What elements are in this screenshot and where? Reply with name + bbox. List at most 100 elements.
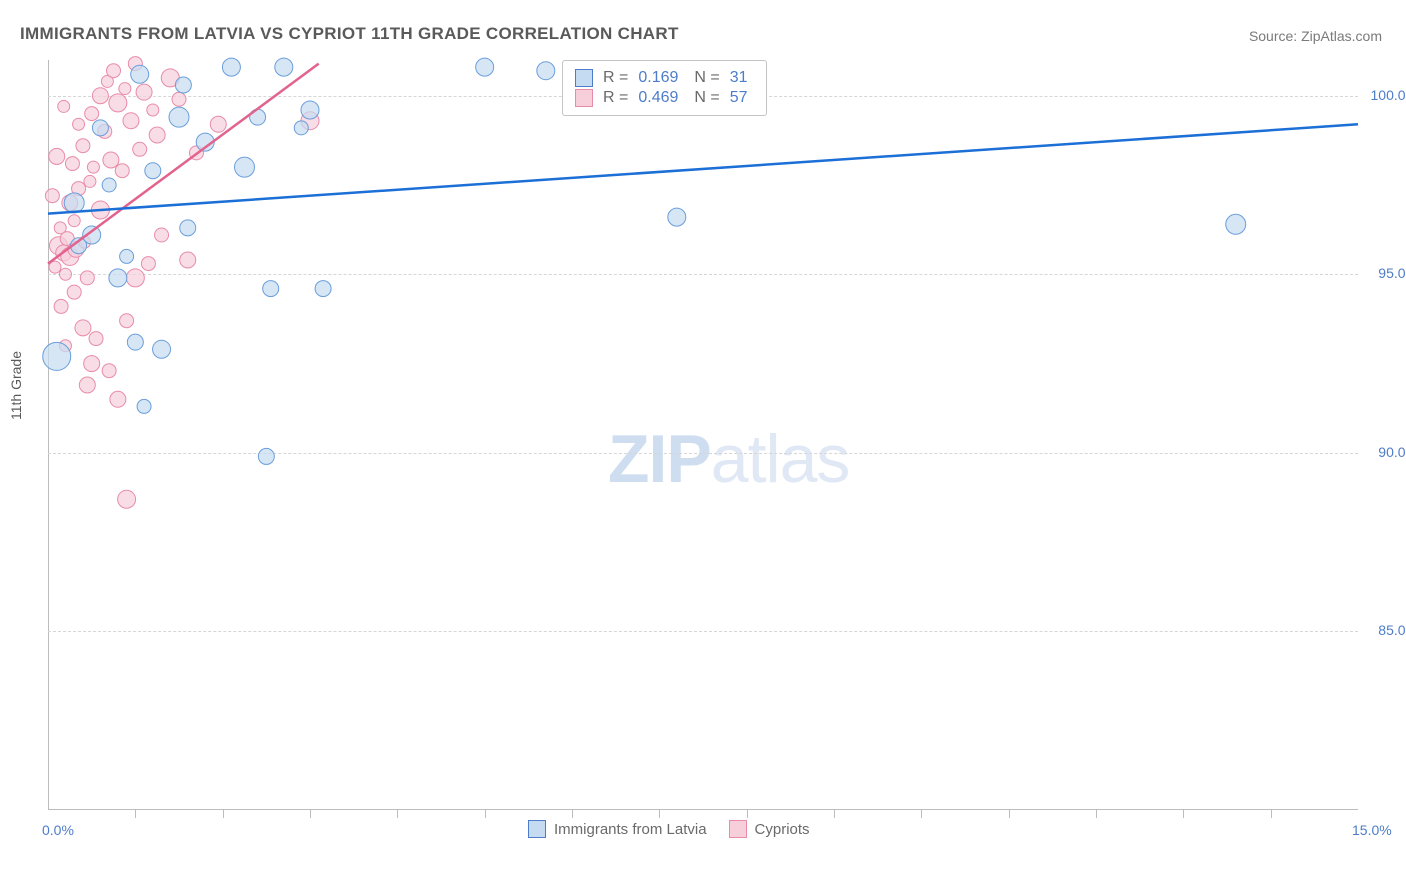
x-tick-mark — [310, 810, 311, 818]
data-point — [120, 249, 134, 263]
data-point — [73, 118, 85, 130]
x-tick-mark — [659, 810, 660, 818]
series-legend: Immigrants from Latvia Cypriots — [528, 820, 810, 838]
data-point — [84, 356, 100, 372]
x-tick-mark — [747, 810, 748, 818]
data-point — [476, 58, 494, 76]
y-tick-label: 100.0% — [1362, 87, 1406, 103]
plot-area: ZIPatlas R = 0.169 N = 31 R = 0.469 N = … — [48, 60, 1358, 810]
correlation-legend: R = 0.169 N = 31 R = 0.469 N = 57 — [562, 60, 767, 116]
x-tick-label: 0.0% — [42, 822, 74, 838]
legend-row-pink: R = 0.469 N = 57 — [575, 89, 754, 107]
data-point — [49, 148, 65, 164]
x-tick-mark — [1183, 810, 1184, 818]
data-point — [263, 281, 279, 297]
data-point — [92, 88, 108, 104]
data-point — [172, 92, 186, 106]
legend-item-pink: Cypriots — [729, 820, 810, 838]
data-point — [315, 281, 331, 297]
data-point — [109, 94, 127, 112]
legend-label-blue: Immigrants from Latvia — [554, 821, 707, 838]
x-tick-mark — [834, 810, 835, 818]
data-point — [149, 127, 165, 143]
x-tick-mark — [397, 810, 398, 818]
n-value-pink: 57 — [730, 89, 748, 107]
data-point — [127, 334, 143, 350]
data-point — [92, 120, 108, 136]
data-point — [110, 391, 126, 407]
data-point — [119, 83, 131, 95]
data-point — [45, 189, 59, 203]
x-tick-mark — [1009, 810, 1010, 818]
x-tick-mark — [1096, 810, 1097, 818]
legend-label-pink: Cypriots — [755, 821, 810, 838]
legend-row-blue: R = 0.169 N = 31 — [575, 69, 754, 87]
data-point — [141, 257, 155, 271]
data-point — [180, 252, 196, 268]
r-label: R = — [603, 69, 628, 87]
data-point — [43, 342, 71, 370]
data-point — [118, 490, 136, 508]
data-point — [137, 399, 151, 413]
data-point — [275, 58, 293, 76]
data-point — [54, 299, 68, 313]
data-point — [145, 163, 161, 179]
data-point — [64, 193, 84, 213]
data-point — [175, 77, 191, 93]
x-tick-label: 15.0% — [1352, 822, 1392, 838]
data-point — [153, 340, 171, 358]
swatch-pink-icon — [575, 89, 593, 107]
swatch-blue-icon — [528, 820, 546, 838]
data-point — [120, 314, 134, 328]
data-point — [89, 332, 103, 346]
y-tick-label: 95.0% — [1362, 265, 1406, 281]
data-point — [258, 448, 274, 464]
data-point — [87, 161, 99, 173]
r-value-pink: 0.469 — [638, 89, 678, 107]
data-point — [59, 268, 71, 280]
data-point — [76, 139, 90, 153]
data-point — [180, 220, 196, 236]
data-point — [301, 101, 319, 119]
source-label: Source: ZipAtlas.com — [1249, 28, 1382, 44]
x-tick-mark — [1271, 810, 1272, 818]
y-tick-label: 85.0% — [1362, 622, 1406, 638]
data-point — [107, 64, 121, 78]
plot-svg — [48, 60, 1358, 810]
r-label: R = — [603, 89, 628, 107]
data-point — [67, 285, 81, 299]
swatch-pink-icon — [729, 820, 747, 838]
data-point — [103, 152, 119, 168]
data-point — [155, 228, 169, 242]
legend-item-blue: Immigrants from Latvia — [528, 820, 707, 838]
data-point — [85, 107, 99, 121]
data-point — [1226, 214, 1246, 234]
data-point — [210, 116, 226, 132]
data-point — [294, 121, 308, 135]
n-label: N = — [694, 89, 719, 107]
data-point — [79, 377, 95, 393]
data-point — [75, 320, 91, 336]
data-point — [65, 157, 79, 171]
data-point — [123, 113, 139, 129]
data-point — [235, 157, 255, 177]
swatch-blue-icon — [575, 69, 593, 87]
chart-title: IMMIGRANTS FROM LATVIA VS CYPRIOT 11TH G… — [20, 24, 679, 44]
n-value-blue: 31 — [730, 69, 748, 87]
y-axis-label: 11th Grade — [8, 351, 24, 420]
data-point — [133, 142, 147, 156]
data-point — [109, 269, 127, 287]
data-point — [537, 62, 555, 80]
data-point — [80, 271, 94, 285]
data-point — [115, 164, 129, 178]
x-tick-mark — [485, 810, 486, 818]
data-point — [102, 364, 116, 378]
x-tick-mark — [921, 810, 922, 818]
data-point — [147, 104, 159, 116]
data-point — [136, 84, 152, 100]
x-tick-mark — [572, 810, 573, 818]
data-point — [68, 215, 80, 227]
x-tick-mark — [223, 810, 224, 818]
data-point — [222, 58, 240, 76]
data-point — [84, 175, 96, 187]
